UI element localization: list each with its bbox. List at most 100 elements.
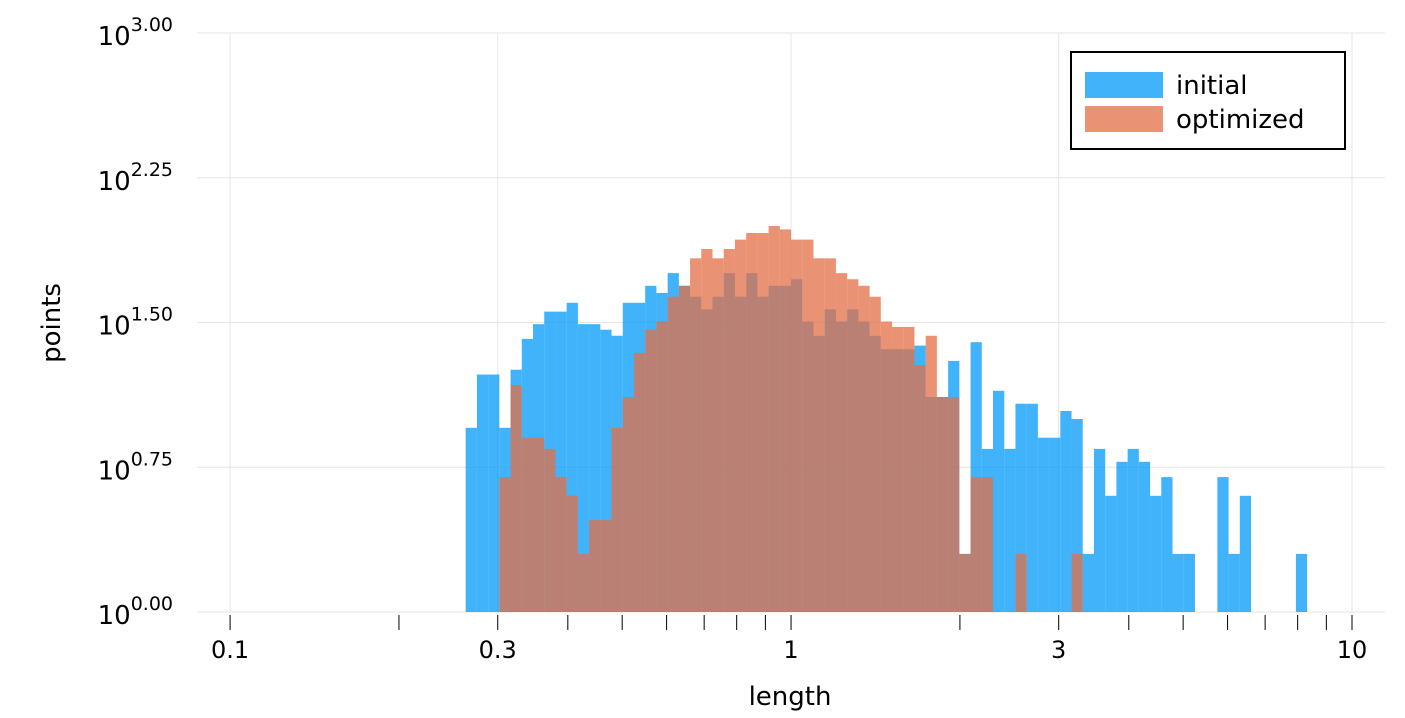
bar (791, 239, 803, 613)
bar (600, 519, 612, 612)
bar (1172, 553, 1184, 612)
x-tick-label: 1 (783, 636, 798, 664)
y-tick-exponent: 0.00 (131, 593, 173, 615)
bar (566, 495, 578, 612)
bar (1105, 495, 1117, 612)
bar (1037, 437, 1050, 612)
bar (779, 229, 792, 613)
bar (600, 329, 612, 612)
bar (993, 390, 1005, 612)
bar (701, 249, 713, 612)
bar (746, 232, 758, 612)
bar (1217, 477, 1229, 612)
y-axis-label: points (37, 283, 67, 363)
bar (510, 385, 522, 612)
y-tick-label: 100.75 (98, 448, 173, 486)
bar (1071, 553, 1083, 612)
bar (959, 553, 971, 612)
y-tick-label: 103.00 (98, 14, 173, 52)
bar (577, 324, 590, 612)
bar (622, 397, 634, 612)
bar (847, 279, 859, 612)
y-tick-exponent: 3.00 (131, 14, 173, 36)
y-tick-exponent: 0.75 (131, 448, 173, 470)
bar (768, 226, 780, 612)
bar (690, 258, 702, 612)
x-tick-label: 3 (1051, 636, 1066, 664)
bar (903, 326, 915, 612)
bar (880, 321, 893, 612)
bar (1239, 495, 1252, 612)
x-tick-label: 0.3 (479, 636, 517, 664)
bar (589, 519, 601, 612)
bar (1026, 403, 1038, 612)
bar (589, 324, 601, 612)
bar (577, 553, 590, 612)
bar (824, 258, 836, 612)
bar (723, 249, 735, 612)
y-tick-base: 10 (98, 312, 131, 342)
series-1 (499, 226, 1083, 613)
bar (1138, 461, 1151, 612)
x-axis-label: length (749, 682, 832, 712)
bar (802, 239, 814, 613)
bar (1015, 403, 1027, 612)
bar (656, 321, 668, 612)
legend-label: initial (1176, 71, 1248, 101)
bar (1127, 448, 1139, 612)
bar (1049, 437, 1061, 612)
bar (712, 258, 724, 612)
y-tick-base: 10 (98, 601, 131, 631)
bar (465, 427, 477, 612)
bar (914, 365, 926, 612)
x-tick-label: 0.1 (211, 636, 249, 664)
y-tick-label: 101.50 (98, 304, 173, 342)
bar (1015, 553, 1027, 612)
bar (488, 374, 500, 612)
bar (521, 437, 533, 612)
x-tick-label: 10 (1337, 636, 1368, 664)
bar (757, 232, 769, 612)
legend-box (1070, 51, 1346, 150)
y-tick-label: 102.25 (98, 159, 173, 197)
bar (925, 335, 937, 612)
bar (1082, 553, 1094, 612)
y-tick-base: 10 (98, 22, 131, 52)
bar (532, 437, 545, 612)
bar (1093, 448, 1106, 612)
bar (1071, 419, 1083, 612)
bar (970, 477, 982, 612)
bar (1060, 411, 1072, 612)
bar (566, 302, 578, 612)
bar (892, 326, 904, 612)
bar (678, 285, 691, 612)
bar (1295, 553, 1308, 612)
bar (948, 397, 960, 612)
y-tick-base: 10 (98, 167, 131, 197)
bar (555, 311, 567, 612)
bar (1228, 553, 1240, 612)
bar (1161, 477, 1173, 612)
bar (869, 296, 881, 612)
bar (813, 258, 825, 612)
bar (835, 273, 848, 612)
bar (1150, 495, 1162, 612)
bar (858, 285, 870, 612)
bar (936, 397, 949, 612)
y-tick-label: 100.00 (98, 593, 173, 631)
bar (555, 477, 567, 612)
bar (1116, 461, 1128, 612)
bar (544, 448, 556, 612)
bar (734, 239, 747, 613)
y-tick-base: 10 (98, 456, 131, 486)
bar (981, 477, 994, 612)
y-tick-exponent: 2.25 (131, 159, 173, 181)
bar (667, 296, 679, 612)
legend-swatch (1085, 106, 1163, 132)
legend-label: optimized (1176, 105, 1305, 135)
legend-swatch (1085, 72, 1163, 98)
bar (633, 352, 646, 612)
bar (1183, 553, 1195, 612)
bar (476, 374, 489, 612)
